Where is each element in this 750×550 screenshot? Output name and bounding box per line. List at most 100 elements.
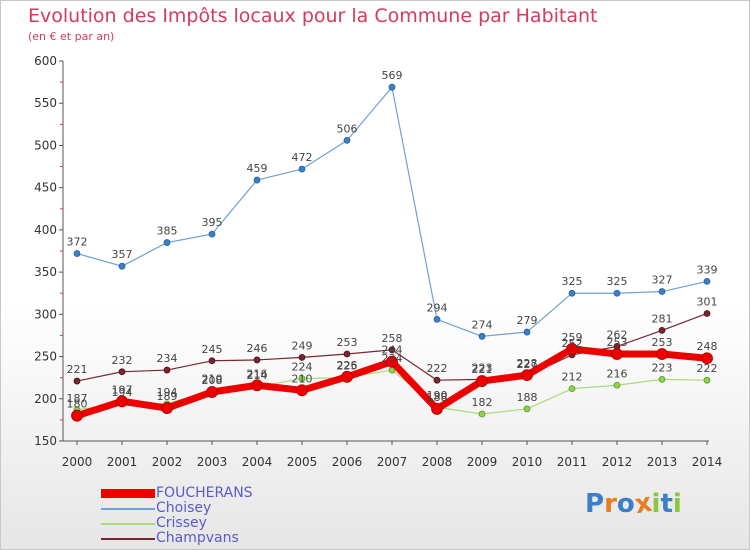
data-label-champvans: 301 <box>697 295 718 308</box>
data-label-choisey: 385 <box>157 225 178 238</box>
data-label-foucherans: 208 <box>202 374 223 387</box>
data-point-foucherans <box>116 395 128 408</box>
data-label-crissey: 194 <box>112 386 133 399</box>
data-label-crissey: 222 <box>697 362 718 375</box>
x-tick-label: 2011 <box>557 455 588 469</box>
data-point-crissey <box>298 375 306 382</box>
data-label-foucherans: 210 <box>292 372 313 385</box>
data-point-choisey <box>208 230 216 238</box>
data-point-foucherans <box>206 386 218 398</box>
x-tick-label: 2001 <box>107 455 138 469</box>
y-tick-label: 450 <box>34 181 57 195</box>
data-point-choisey <box>73 250 81 257</box>
chart-subtitle: (en € et par an) <box>28 30 115 43</box>
data-label-champvans: 221 <box>67 363 88 376</box>
data-point-crissey <box>613 381 621 389</box>
data-label-champvans: 281 <box>652 312 673 325</box>
data-label-crissey: 223 <box>652 361 673 374</box>
series-layer <box>71 83 713 422</box>
data-point-choisey <box>658 288 666 295</box>
data-label-crissey: 187 <box>67 392 88 405</box>
x-tick-label: 2014 <box>692 455 723 469</box>
x-tick-label: 2013 <box>647 455 678 469</box>
data-label-choisey: 459 <box>247 162 268 175</box>
data-label-foucherans: 216 <box>247 367 268 380</box>
data-label-crissey: 225 <box>337 360 358 373</box>
data-point-champvans <box>433 376 441 384</box>
data-point-champvans <box>163 366 171 374</box>
legend-item-foucherans: FOUCHERANS <box>101 485 401 501</box>
logo-letter: P <box>585 489 605 519</box>
x-tick-label: 2009 <box>467 455 498 469</box>
data-point-choisey <box>388 83 396 91</box>
y-tick-label: 600 <box>34 54 57 68</box>
legend-label: Choisey <box>156 500 212 516</box>
data-point-champvans <box>298 353 306 361</box>
data-label-champvans: 245 <box>202 343 223 356</box>
data-label-foucherans: 228 <box>517 357 538 370</box>
y-tick-label: 300 <box>34 307 57 321</box>
data-label-crissey: 234 <box>382 352 403 365</box>
data-label-foucherans: 188 <box>427 391 448 404</box>
x-tick-label: 2007 <box>377 455 408 469</box>
data-label-foucherans: 253 <box>607 336 628 349</box>
data-label-choisey: 325 <box>562 275 583 288</box>
data-point-foucherans <box>341 370 353 383</box>
data-label-foucherans: 244 <box>382 344 403 357</box>
data-label-foucherans: 189 <box>157 390 178 403</box>
data-label-foucherans: 197 <box>112 383 133 396</box>
y-tick-label: 400 <box>34 223 57 237</box>
data-label-choisey: 506 <box>337 122 358 135</box>
data-point-choisey <box>433 315 441 323</box>
x-tick-label: 2002 <box>152 455 183 469</box>
data-label-champvans: 234 <box>157 352 178 365</box>
data-label-crissey: 188 <box>517 391 538 404</box>
x-tick-label: 2010 <box>512 455 543 469</box>
series-line-choisey <box>76 86 708 337</box>
legend-item-crissey: Crissey <box>101 515 401 531</box>
logo-letter: i <box>651 489 661 519</box>
y-tick-label: 350 <box>34 265 57 279</box>
data-label-champvans: 227 <box>517 358 538 371</box>
logo-letter: i <box>672 489 682 519</box>
legend: FOUCHERANS Choisey Crissey Champvans <box>101 485 401 546</box>
data-label-choisey: 395 <box>202 216 223 229</box>
data-label-crissey: 190 <box>427 389 448 402</box>
data-label-foucherans: 226 <box>337 359 358 372</box>
data-point-foucherans <box>476 375 488 387</box>
data-label-crissey: 212 <box>562 371 583 384</box>
data-label-crissey: 182 <box>472 396 493 409</box>
data-point-crissey <box>568 385 576 393</box>
data-label-choisey: 274 <box>472 318 493 331</box>
data-label-choisey: 339 <box>697 263 718 276</box>
data-point-foucherans <box>611 348 623 360</box>
x-tick-label: 2004 <box>242 455 273 469</box>
data-label-foucherans: 221 <box>472 363 493 376</box>
data-point-choisey <box>118 262 126 270</box>
data-point-champvans <box>208 357 216 365</box>
data-point-crissey <box>658 375 666 383</box>
data-point-choisey <box>163 239 171 246</box>
data-point-choisey <box>343 136 351 144</box>
data-label-champvans: 252 <box>562 337 583 350</box>
data-point-champvans <box>388 346 396 354</box>
data-label-choisey: 569 <box>382 69 403 82</box>
x-tick-label: 2005 <box>287 455 318 469</box>
data-point-foucherans <box>566 343 578 355</box>
data-point-champvans <box>253 356 261 364</box>
data-point-crissey <box>523 405 531 413</box>
data-point-crissey <box>703 376 711 384</box>
legend-swatch <box>101 523 155 525</box>
data-label-champvans: 262 <box>607 328 628 341</box>
legend-swatch <box>101 489 155 498</box>
data-label-champvans: 258 <box>382 332 403 345</box>
x-tick-label: 2012 <box>602 455 633 469</box>
legend-item-choisey: Choisey <box>101 500 401 516</box>
data-point-choisey <box>703 277 711 285</box>
data-point-choisey <box>253 176 261 184</box>
legend-swatch <box>101 508 155 510</box>
data-point-foucherans <box>431 403 443 415</box>
logo-letter: r <box>604 489 617 519</box>
